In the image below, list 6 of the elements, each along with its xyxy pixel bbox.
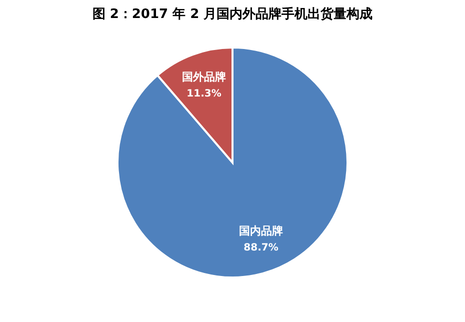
data-label: 11.3% xyxy=(186,88,222,100)
pie-slice xyxy=(116,46,348,278)
slice-label: 国外品牌 xyxy=(182,70,226,84)
chart-title: 图 2：2017 年 2 月国内外品牌手机出货量构成 xyxy=(92,6,373,22)
data-label: 88.7% xyxy=(244,242,278,254)
slice-label: 国内品牌 xyxy=(239,224,283,238)
